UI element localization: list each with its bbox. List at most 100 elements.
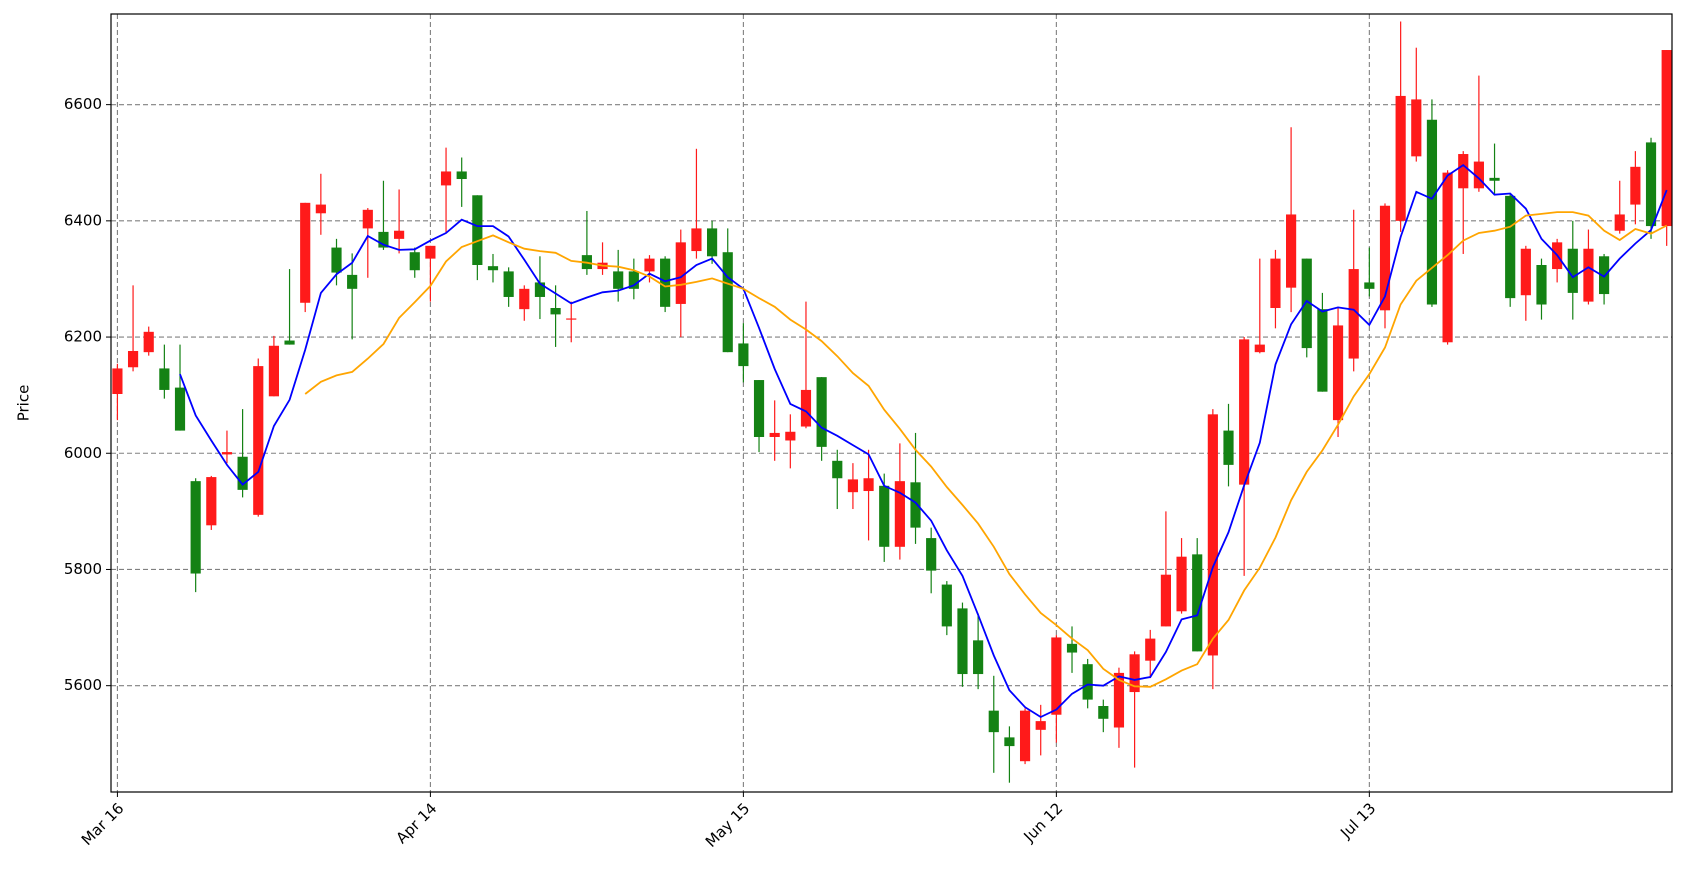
candle-body — [1004, 737, 1015, 747]
candle-body — [1458, 154, 1469, 189]
candle-body — [1129, 654, 1140, 693]
candle-body — [1520, 248, 1531, 296]
candle-body — [566, 318, 577, 320]
y-tick-label: 6400 — [64, 211, 102, 229]
candle-body — [300, 202, 311, 303]
candle-body — [1098, 706, 1109, 719]
candle-body — [394, 230, 405, 239]
candle-body — [675, 242, 686, 304]
candle-body — [1473, 161, 1484, 189]
candle-body — [456, 171, 467, 180]
candle-body — [722, 252, 733, 353]
candle-body — [253, 366, 264, 515]
candle-body — [941, 584, 952, 627]
candle-body — [284, 340, 295, 345]
candle-body — [503, 271, 514, 297]
candle-body — [1317, 309, 1328, 392]
candle-body — [988, 710, 999, 733]
candle-body — [127, 350, 139, 368]
candle-body — [1066, 643, 1078, 653]
candle-body — [894, 481, 905, 547]
candle-body — [174, 387, 186, 431]
candle-body — [472, 195, 483, 266]
candle-body — [800, 389, 812, 427]
x-tick-label: Mar 16 — [78, 799, 128, 849]
candle-body — [1442, 172, 1453, 343]
x-tick-label: May 15 — [702, 799, 754, 851]
candle-body — [1598, 256, 1610, 295]
candle-body — [863, 478, 874, 492]
y-tick-label: 5600 — [64, 676, 102, 694]
candle-body — [1645, 142, 1657, 227]
candle-body — [1583, 248, 1594, 302]
candle-body — [1019, 710, 1031, 762]
candle-body — [206, 477, 217, 526]
candle-body — [1379, 205, 1391, 311]
candle-body — [1661, 50, 1672, 227]
candle-body — [425, 245, 436, 259]
plot-frame — [110, 13, 1673, 793]
candle-body — [1270, 258, 1281, 309]
candle-body — [378, 231, 389, 248]
candle-body — [1051, 637, 1062, 715]
moving-average-line — [179, 163, 1668, 719]
candle-body — [1411, 99, 1422, 157]
candle-body — [159, 368, 170, 390]
candle-body — [534, 282, 546, 297]
candle-body — [409, 252, 420, 271]
candle-body — [221, 452, 233, 455]
candle-body — [1160, 574, 1171, 627]
candle-body — [1035, 721, 1046, 730]
y-axis-label: Price — [15, 385, 33, 422]
x-tick-label: Jul 13 — [1336, 799, 1379, 842]
candle-body — [816, 377, 827, 447]
candle-body — [957, 608, 968, 675]
candle-body — [1489, 177, 1500, 181]
candle-body — [1176, 556, 1187, 612]
candle-body — [1145, 638, 1156, 661]
y-tick-label: 5800 — [64, 560, 102, 578]
candle-body — [362, 209, 373, 229]
y-tick-label: 6600 — [64, 95, 102, 113]
candle-body — [112, 368, 123, 394]
candle-body — [1286, 214, 1297, 288]
candle-body — [1332, 325, 1344, 421]
candle-body — [926, 538, 937, 571]
candle-body — [1082, 664, 1093, 700]
candle-body — [331, 247, 342, 273]
x-tick-label: Jun 12 — [1019, 799, 1066, 846]
candle-body — [785, 431, 796, 441]
candle-body — [1614, 214, 1625, 231]
candle-body — [879, 485, 890, 547]
candle-body — [1395, 95, 1406, 221]
candle-body — [1364, 282, 1375, 289]
candle-body — [487, 266, 499, 271]
candle-body — [1348, 269, 1359, 359]
candle-body — [1207, 414, 1218, 656]
candle-body — [832, 460, 843, 479]
candle-body — [753, 380, 765, 437]
candle-body — [847, 479, 859, 493]
candle-body — [691, 228, 702, 252]
candle-body — [660, 258, 671, 307]
candle-body — [519, 288, 530, 310]
candle-body — [973, 640, 984, 675]
candle-body — [738, 343, 749, 367]
candle-body — [1426, 119, 1438, 305]
candle-body — [1223, 430, 1234, 465]
candle-body — [268, 345, 279, 397]
candle-body — [190, 481, 201, 574]
candle-body — [1505, 195, 1516, 299]
moving-average-line — [304, 211, 1668, 688]
candle-body — [1536, 265, 1547, 305]
candle-body — [347, 274, 358, 289]
y-tick-label: 6200 — [64, 328, 102, 346]
candle-body — [1239, 339, 1250, 485]
candle-body — [769, 432, 780, 437]
candle-body — [613, 271, 624, 289]
y-tick-label: 6000 — [64, 444, 102, 462]
candle-body — [628, 271, 639, 289]
candle-body — [1192, 554, 1203, 652]
